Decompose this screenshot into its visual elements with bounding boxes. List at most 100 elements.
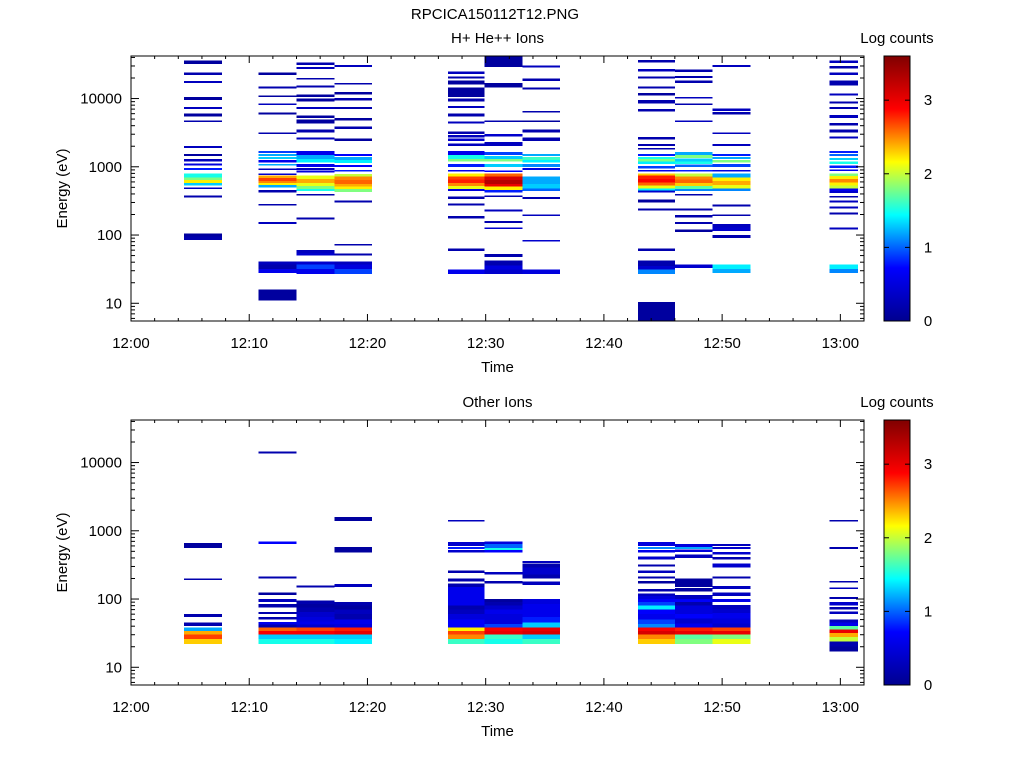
chart-0-cell-10-9 [829,185,859,189]
chart-1-cell-4-17 [447,519,485,522]
chart-0-cell-1-22 [258,95,297,98]
chart-0-cell-10-0 [829,268,859,273]
chart-0-cell-1-2 [258,264,297,269]
chart-0-cell-0-13 [184,120,223,123]
chart-1-cell-8-12 [674,588,713,592]
chart-1-cell-10-5 [829,626,859,630]
chart-0-cell-2-24 [296,94,335,98]
chart-1-cell-1-0 [258,638,297,644]
chart-0-cell-0-1 [184,233,223,237]
chart-0-cell-1-10 [258,178,297,181]
chart-0-cell-3-3 [334,253,373,256]
chart-0-cell-3-24 [334,65,373,67]
chart-1-cell-3-8 [334,605,373,610]
chart-0-cell-8-7 [674,186,713,190]
chart-0-xtick-label: 12:00 [112,335,150,352]
chart-1-cell-0-0 [184,638,223,644]
chart-1-cell-2-4 [296,624,335,628]
chart-0-colorbar-tick-label: 1 [924,239,932,256]
chart-0-cell-9-1 [712,264,751,269]
chart-1-cell-1-1 [258,634,297,639]
chart-0-cell-2-0 [296,268,335,274]
chart-0-cell-10-30 [829,60,859,64]
chart-1-ytick-label: 10000 [80,455,122,472]
chart-0-cell-5-10 [484,183,523,187]
chart-0-cell-9-18 [712,132,751,135]
chart-0-cell-10-11 [829,179,859,183]
chart-0-cell-2-14 [296,163,335,167]
chart-1-xtick-label: 12:00 [112,699,150,716]
chart-1-cell-4-5 [447,619,485,625]
chart-0-cell-1-0 [258,289,297,301]
chart-1-cell-4-4 [447,624,485,628]
chart-0-cell-5-1 [484,265,523,270]
chart-1-cell-3-12 [334,516,373,521]
chart-0-cell-10-18 [829,153,859,156]
chart-1-cell-5-7 [484,609,523,615]
chart-0-cell-8-20 [674,96,713,99]
chart-1-xtick-label: 12:20 [349,699,387,716]
chart-0-colorbar-tick-label: 0 [924,313,932,330]
chart-1-cell-7-10 [638,599,675,603]
chart-0-cell-1-5 [258,203,297,206]
chart-0-cell-1-3 [258,261,297,265]
panel-h-hepp-ions: H+ He++ Ions 12:00 12:10 12:20 12:30 12:40 12:… [54,30,934,376]
chart-0-cell-7-6 [638,199,675,203]
chart-0-cell-10-8 [829,188,859,192]
chart-0-cell-7-13 [638,173,675,176]
chart-0-cell-10-27 [829,80,859,86]
chart-0-cell-4-5 [447,189,485,192]
chart-0-cell-10-28 [829,72,859,76]
chart-0-cell-4-12 [447,163,485,167]
chart-0-cell-9-4 [712,224,751,228]
chart-1-cell-9-3 [712,627,751,632]
chart-0-cell-0-10 [184,159,223,162]
chart-1-cell-10-11 [829,596,859,600]
chart-0-cell-6-3 [522,197,561,199]
chart-1-xlabel: Time [481,723,514,740]
chart-0-cell-7-0 [638,301,675,321]
chart-0-cell-5-23 [484,56,523,67]
chart-1-xtick-label: 13:00 [822,699,860,716]
chart-1-cell-7-5 [638,619,675,625]
chart-0-cell-2-22 [296,107,335,110]
chart-0-cell-1-19 [258,132,297,135]
chart-1-cell-6-4 [522,622,561,628]
chart-0-cell-9-12 [712,169,751,172]
chart-1-cell-10-9 [829,607,859,610]
chart-0-cell-7-10 [638,182,675,186]
chart-1-cell-9-15 [712,551,751,555]
chart-0-cell-0-5 [184,180,223,183]
chart-0-cell-4-20 [447,121,485,124]
chart-0-cell-7-28 [638,69,675,72]
chart-0-cell-1-17 [258,153,297,156]
chart-1-cell-7-15 [638,576,675,579]
chart-0-cell-9-5 [712,214,751,217]
chart-1-cell-6-11 [522,567,561,575]
chart-1-cell-8-4 [674,623,713,628]
chart-1-cell-9-13 [712,563,751,568]
chart-1-cell-2-11 [296,585,335,588]
chart-1-cell-7-12 [638,593,675,597]
chart-0-cell-5-22 [484,82,523,88]
chart-1-cell-5-6 [484,614,523,620]
chart-0-cell-7-11 [638,179,675,183]
chart-0-cell-4-10 [447,173,485,177]
chart-0-cell-8-6 [674,189,713,192]
chart-1-cell-5-5 [484,619,523,625]
chart-0-cell-6-18 [522,65,561,68]
chart-1-cell-8-3 [674,627,713,632]
chart-1-cell-8-10 [674,599,713,603]
chart-1-cell-9-10 [712,592,751,597]
chart-0-cell-7-9 [638,185,675,189]
chart-1-cell-7-7 [638,609,675,615]
chart-0-xtick-label: 12:40 [585,335,623,352]
chart-0-cell-8-3 [674,215,713,218]
chart-0-cell-8-2 [674,222,713,225]
chart-1-cell-9-8 [712,604,751,609]
chart-1-cell-3-10 [334,584,373,588]
chart-0-cell-2-1 [296,264,335,269]
chart-0-cell-1-21 [258,103,297,106]
chart-0-cell-6-8 [522,163,561,167]
